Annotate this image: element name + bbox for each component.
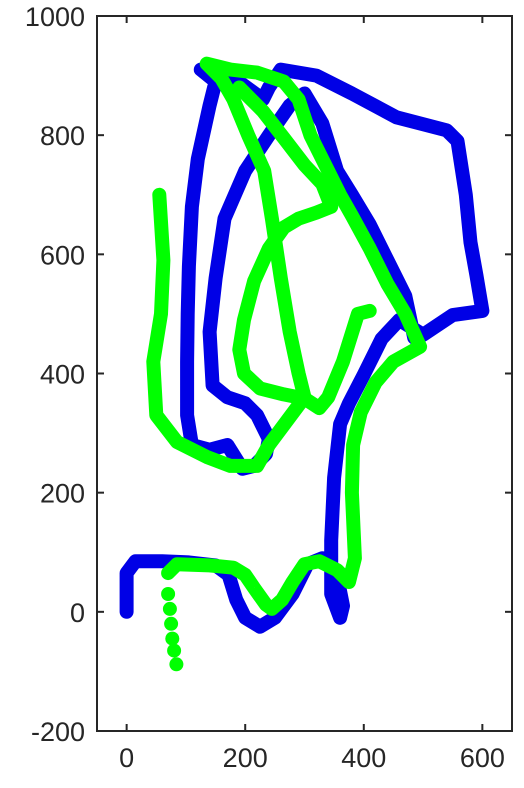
series-2-line — [232, 80, 377, 416]
y-tick-label: -200 — [31, 717, 85, 747]
y-tick-label: 800 — [40, 121, 85, 151]
series-3-point-3 — [165, 631, 180, 646]
x-tick-label: 600 — [460, 743, 505, 773]
y-tick-label: 1000 — [25, 2, 85, 32]
series-3-point-5 — [169, 657, 184, 672]
series-3-point-4 — [167, 643, 182, 658]
y-tick-label: 200 — [40, 479, 85, 509]
y-tick-label: 400 — [40, 360, 85, 390]
series-1-line — [146, 56, 428, 616]
x-tick-label: 0 — [119, 743, 134, 773]
x-tick-label: 400 — [341, 743, 386, 773]
y-tick-label: 0 — [70, 598, 85, 628]
x-tick-label: 200 — [223, 743, 268, 773]
series-3-point-2 — [164, 616, 179, 631]
y-tick-label: 600 — [40, 240, 85, 270]
series-3-point-1 — [162, 601, 177, 616]
series-3-point-0 — [161, 587, 176, 601]
tick-layer: 0 200 400 600 -200 0 200 400 600 800 1000 — [25, 2, 512, 773]
series-layer — [119, 56, 490, 672]
